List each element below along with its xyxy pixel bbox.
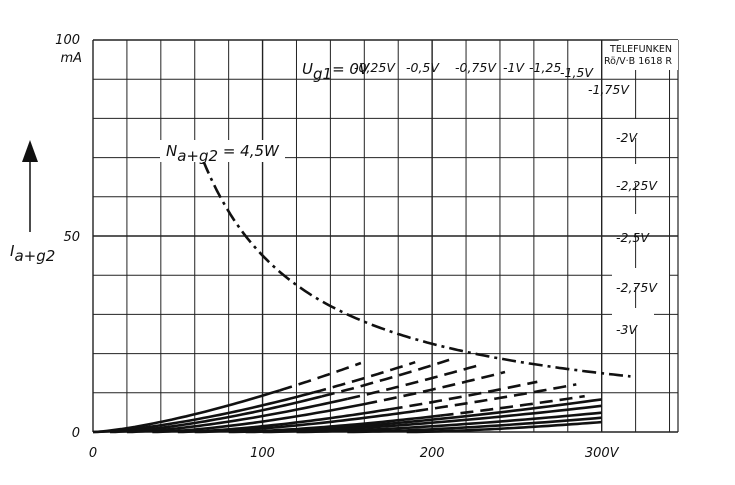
series-line-dashed <box>279 361 362 392</box>
series-line-dashed <box>415 383 577 413</box>
series-label: -1,25 <box>529 60 561 75</box>
x-tick-label: 200 <box>420 446 445 461</box>
parameter-label: Ug1= 0V <box>302 60 371 83</box>
series-label: -2,5V <box>616 230 650 245</box>
series-label: -0,75V <box>455 60 497 75</box>
series-label: -1,75V <box>588 82 630 97</box>
label-mask <box>612 119 669 138</box>
series-line-solid <box>109 395 323 434</box>
series-label: -0,25V <box>354 60 396 75</box>
series-line-dashed <box>389 380 538 411</box>
series-line-dashed <box>313 360 416 394</box>
series-label: -2,25V <box>616 178 658 193</box>
label-mask <box>160 140 285 162</box>
y-unit-label: mA <box>60 51 82 66</box>
series-line-solid <box>347 416 602 434</box>
brand-box <box>618 40 678 70</box>
series-line-solid <box>406 420 602 434</box>
series-label: -1,5V <box>560 65 594 80</box>
label-mask <box>612 308 654 327</box>
series-line-dashed <box>321 358 450 398</box>
overlay <box>160 40 678 378</box>
label-mask <box>612 268 669 287</box>
x-tick-label: 0 <box>89 446 97 461</box>
series-line-dashed <box>347 364 479 401</box>
series-label: -2V <box>616 130 638 145</box>
series-label: -2,75V <box>616 280 658 295</box>
label-mask <box>612 214 669 233</box>
series-line-solid <box>262 404 602 434</box>
power-limit-curve <box>202 160 631 378</box>
series-label: -1V <box>503 60 525 75</box>
series-line-solid <box>194 409 416 434</box>
series-line-solid <box>152 402 365 434</box>
y-tick-label: 0 <box>72 426 80 441</box>
brand-code: Rö/V·B 1618 R <box>604 56 672 67</box>
y-tick-label: 50 <box>63 230 80 245</box>
series-line-solid <box>92 391 314 434</box>
ticks: 0 100 200 300V 0 50 100 mA <box>55 33 619 461</box>
series-label: -0,5V <box>406 60 440 75</box>
series-line-solid <box>126 397 348 434</box>
y-tick-label: 100 <box>55 33 80 48</box>
label-mask <box>612 164 669 183</box>
series-line-dashed <box>364 370 506 406</box>
y-axis-label: Ia+g2 <box>10 242 55 265</box>
x-tick-label: 300V <box>585 446 620 461</box>
y-axis-arrow-head <box>22 140 38 162</box>
grid <box>92 39 679 433</box>
curves <box>92 358 602 434</box>
series-line-dashed <box>440 394 585 417</box>
series-label: -3V <box>616 322 638 337</box>
x-tick-label: 100 <box>250 446 275 461</box>
brand-name: TELEFUNKEN <box>609 44 672 55</box>
power-limit-label: Na+g2 = 4,5W <box>166 142 280 165</box>
